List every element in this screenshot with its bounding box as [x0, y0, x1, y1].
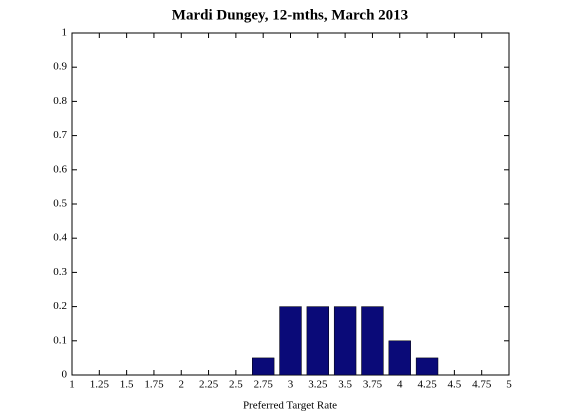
chart-title: Mardi Dungey, 12-mths, March 2013 — [172, 7, 408, 23]
y-tick-label: 0.8 — [53, 95, 67, 107]
x-tick-label: 1.25 — [90, 379, 110, 391]
x-tick-label: 1.75 — [144, 379, 164, 391]
x-tick-label: 3.5 — [338, 379, 352, 391]
bar — [415, 357, 439, 376]
x-tick-label: 2.75 — [254, 379, 274, 391]
y-tick-label: 0 — [62, 369, 68, 381]
y-tick-label: 0.9 — [53, 61, 67, 73]
bar — [279, 306, 302, 376]
y-tick-label: 0.1 — [53, 334, 67, 346]
bar — [361, 306, 384, 376]
x-tick-label: 2 — [179, 379, 185, 391]
y-tick-label: 0.3 — [53, 266, 67, 278]
y-tick-label: 0.4 — [53, 232, 67, 244]
y-tick-label: 0.7 — [53, 129, 67, 141]
bar — [388, 340, 411, 376]
bar — [306, 306, 329, 376]
x-tick-label: 2.5 — [229, 379, 243, 391]
x-tick-label: 2.25 — [199, 379, 219, 391]
y-tick-label: 0.5 — [53, 198, 67, 210]
bar — [252, 357, 275, 376]
x-axis-label: Preferred Target Rate — [243, 400, 337, 412]
x-tick-label: 3 — [288, 379, 294, 391]
x-tick-label: 4.75 — [472, 379, 492, 391]
x-tick-label: 3.75 — [363, 379, 383, 391]
x-tick-label: 3.25 — [308, 379, 328, 391]
x-tick-label: 4 — [397, 379, 403, 391]
y-tick-label: 0.6 — [53, 163, 67, 175]
bar — [333, 306, 357, 376]
x-tick-label: 4.25 — [417, 379, 437, 391]
y-tick-label: 1 — [62, 27, 68, 39]
x-tick-label: 1.5 — [120, 379, 134, 391]
x-tick-label: 4.5 — [448, 379, 462, 391]
x-tick-label: 1 — [69, 379, 75, 391]
y-tick-label: 0.2 — [53, 300, 67, 312]
x-tick-label: 5 — [506, 379, 512, 391]
